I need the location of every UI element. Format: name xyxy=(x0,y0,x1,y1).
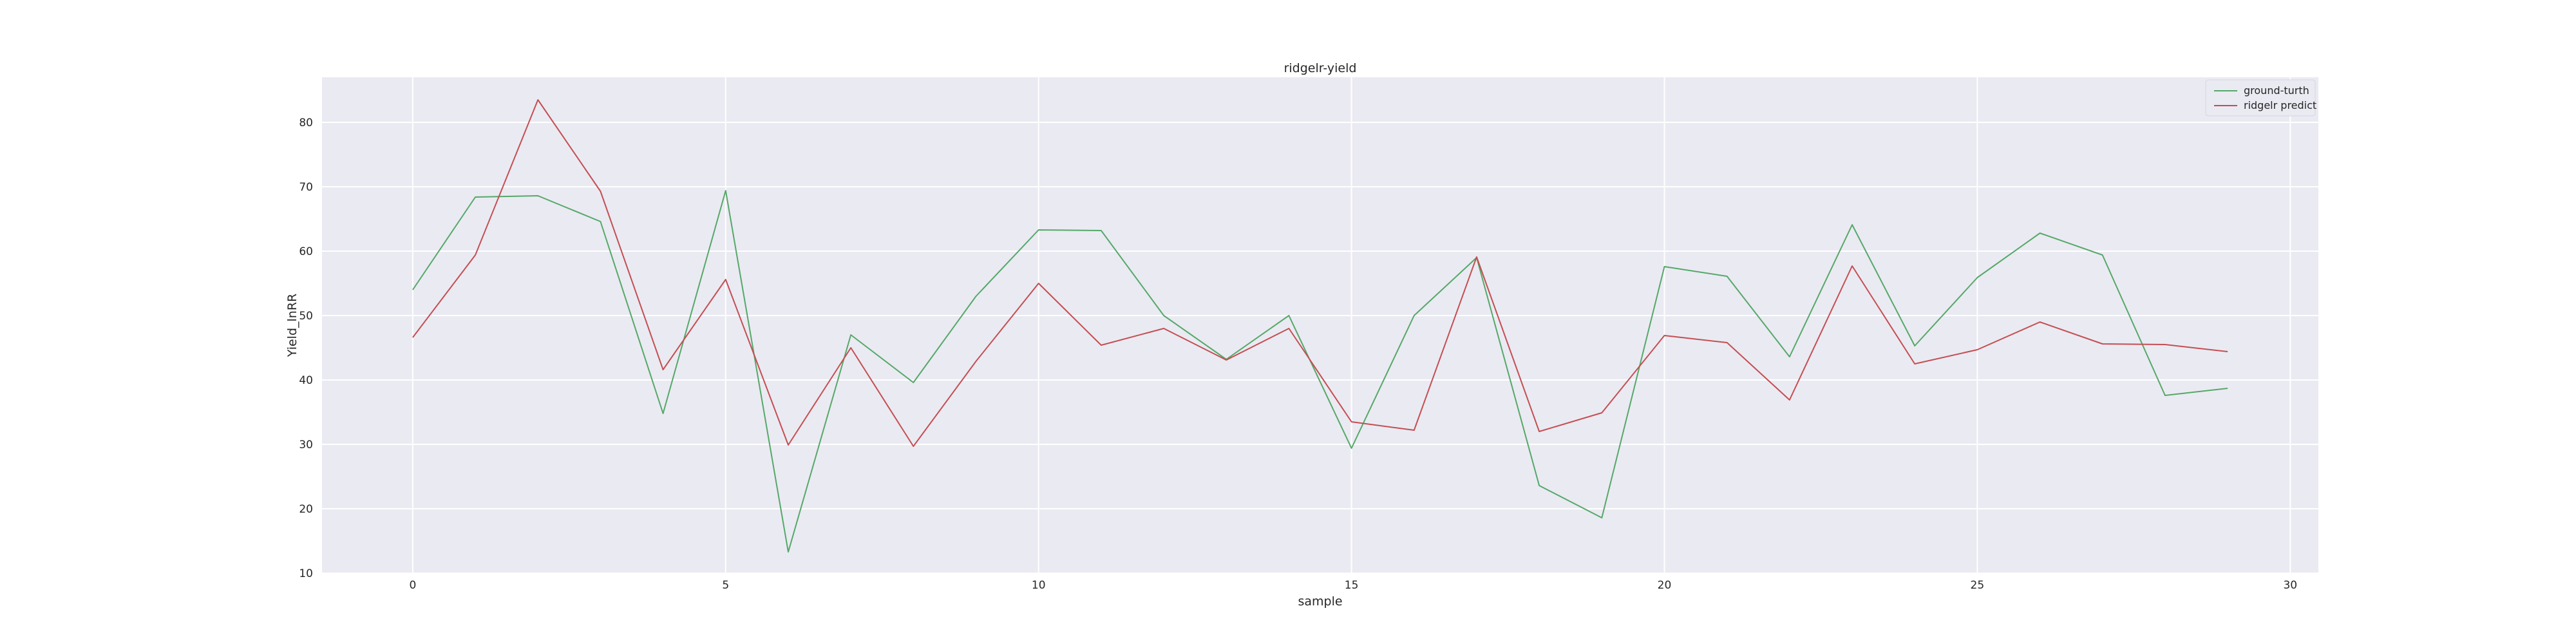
legend-label-ground-turth: ground-turth xyxy=(2244,84,2309,97)
series-line-ground-turth xyxy=(412,190,2228,553)
y-tick-label: 30 xyxy=(299,439,313,451)
y-tick-label: 10 xyxy=(299,567,313,580)
legend-label-ridgelr-predict: ridgelr predict xyxy=(2244,99,2316,111)
y-tick-label: 70 xyxy=(299,181,313,194)
x-tick-label: 5 xyxy=(722,579,729,592)
x-tick-label: 15 xyxy=(1345,579,1359,592)
y-tick-label: 80 xyxy=(299,117,313,129)
legend-box xyxy=(2205,79,2316,117)
x-axis-label: sample xyxy=(1298,594,1342,609)
series-line-ridgelr-predict xyxy=(412,99,2228,447)
plot-area xyxy=(322,77,2318,573)
grid xyxy=(322,77,2318,574)
series-lines xyxy=(412,99,2228,553)
chart-title: ridgelr-yield xyxy=(1284,61,1357,75)
y-axis-label: Yield_lnRR xyxy=(285,294,299,357)
x-tick-labels: 0 5 10 15 20 25 30 xyxy=(409,579,2297,592)
y-tick-label: 20 xyxy=(299,503,313,516)
y-tick-label: 50 xyxy=(299,310,313,323)
x-tick-label: 10 xyxy=(1032,579,1046,592)
x-tick-label: 25 xyxy=(1971,579,1985,592)
y-tick-label: 60 xyxy=(299,245,313,258)
y-tick-labels: 10 20 30 40 50 60 70 80 xyxy=(299,117,313,580)
y-tick-label: 40 xyxy=(299,374,313,387)
legend: ground-turth ridgelr predict xyxy=(2205,79,2316,117)
x-tick-label: 20 xyxy=(1658,579,1672,592)
x-tick-label: 30 xyxy=(2283,579,2297,592)
x-tick-label: 0 xyxy=(409,579,416,592)
